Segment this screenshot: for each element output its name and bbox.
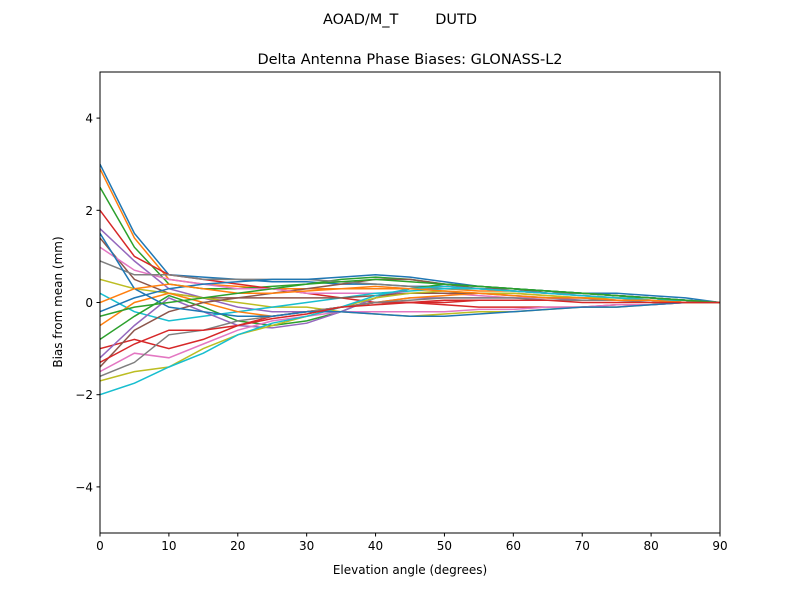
y-tick-label: 2 [85,204,93,218]
x-tick-label: 70 [575,539,590,553]
series-line-24 [100,299,720,364]
x-tick-label: 80 [643,539,658,553]
series-line-21 [100,232,720,318]
series-lines [100,163,720,396]
y-axis: −4 −2 0 2 4 [75,112,100,494]
chart-suptitle: AOAD/M_T DUTD [323,12,477,28]
x-tick-label: 90 [712,539,727,553]
x-tick-label: 30 [299,539,314,553]
x-axis-label: Elevation angle (degrees) [333,563,487,577]
series-line-17 [100,301,720,373]
x-tick-label: 40 [368,539,383,553]
x-tick-label: 20 [230,539,245,553]
y-tick-label: 0 [85,296,93,310]
x-axis: 0 10 20 30 40 50 60 70 80 90 [96,533,728,553]
series-line-22 [100,283,720,304]
x-tick-label: 10 [161,539,176,553]
y-axis-label: Bias from mean (mm) [51,236,65,367]
series-line-23 [100,278,720,318]
y-tick-label: −4 [75,480,93,494]
x-tick-label: 50 [437,539,452,553]
y-tick-label: 4 [85,112,93,126]
chart-title: Delta Antenna Phase Biases: GLONASS-L2 [257,52,562,68]
x-tick-label: 60 [506,539,521,553]
y-tick-label: −2 [75,388,93,402]
series-line-14 [100,301,720,350]
x-tick-label: 0 [96,539,104,553]
